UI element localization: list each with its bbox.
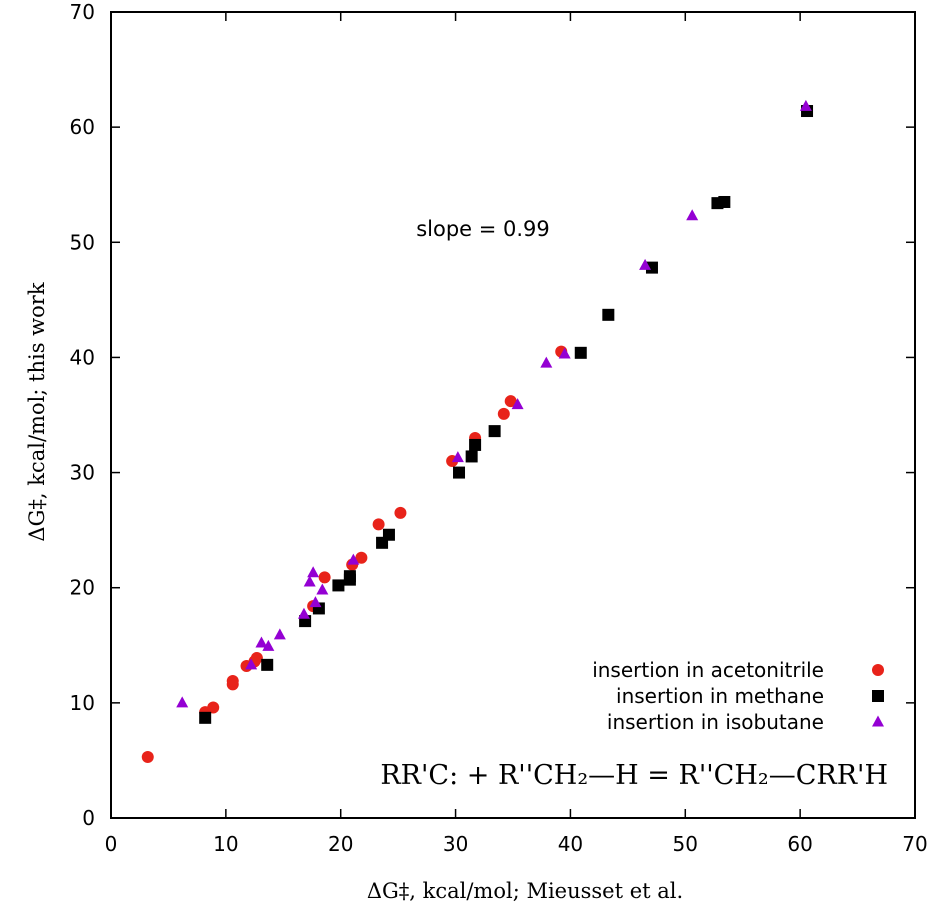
isobutane-point [262, 639, 275, 651]
isobutane-point [297, 607, 310, 619]
acetonitrile-point [141, 750, 154, 763]
methane-point [574, 346, 587, 359]
methane-point [199, 711, 212, 724]
isobutane-point [176, 696, 189, 708]
isobutane-point [245, 658, 258, 670]
isobutane-point [255, 636, 268, 648]
methane-point [469, 438, 482, 451]
legend-label-acetonitrile: insertion in acetonitrile [592, 658, 824, 682]
methane-point [453, 466, 466, 479]
methane-point [332, 579, 345, 592]
isobutane-point [273, 628, 286, 640]
acetonitrile-point [207, 701, 220, 714]
isobutane-point [799, 99, 812, 111]
y-axis-title: ΔG‡, kcal/mol; this work [25, 282, 49, 541]
acetonitrile-point [394, 506, 407, 519]
acetonitrile-point [372, 518, 385, 531]
isobutane-point [558, 347, 571, 359]
acetonitrile-point [226, 674, 239, 687]
x-tick-label: 50 [673, 832, 698, 856]
legend-marker-methane [872, 690, 884, 702]
methane-point [382, 528, 395, 541]
methane-point [465, 450, 478, 463]
isobutane-point [511, 398, 524, 410]
y-tick-label: 50 [70, 230, 95, 254]
y-tick-label: 30 [70, 461, 95, 485]
legend-marker-isobutane [872, 715, 884, 727]
legend-marker-acetonitrile [872, 664, 884, 676]
methane-point [718, 195, 731, 208]
methane-point [488, 425, 501, 438]
methane-point [261, 658, 274, 671]
x-tick-label: 20 [328, 832, 353, 856]
x-tick-label: 60 [787, 832, 812, 856]
isobutane-point [303, 575, 316, 587]
reaction-equation: RR'C: + R''CH₂—H = R''CH₂—CRR'H [380, 760, 888, 791]
x-tick-label: 30 [443, 832, 468, 856]
isobutane-point [347, 553, 360, 565]
acetonitrile-point [497, 407, 510, 420]
y-tick-label: 0 [82, 806, 95, 830]
y-tick-label: 70 [70, 0, 95, 24]
acetonitrile-point [355, 551, 368, 564]
y-tick-label: 20 [70, 576, 95, 600]
x-axis-title: ΔG‡, kcal/mol; Mieusset et al. [367, 879, 683, 903]
annotation-slope: slope = 0.99 [416, 217, 550, 241]
methane-point [602, 308, 615, 321]
x-tick-label: 40 [558, 832, 583, 856]
x-tick-label: 70 [902, 832, 927, 856]
isobutane-point [639, 258, 652, 270]
isobutane-point [316, 583, 329, 595]
methane-point [343, 570, 356, 583]
y-tick-label: 10 [70, 691, 95, 715]
legend-label-methane: insertion in methane [616, 684, 824, 708]
isobutane-point [309, 596, 322, 608]
acetonitrile-point [250, 651, 263, 664]
acetonitrile-point [504, 395, 517, 408]
isobutane-point [540, 356, 553, 368]
isobutane-point [451, 451, 464, 463]
methane-point [645, 261, 658, 274]
data-points [141, 99, 814, 763]
legend-label-isobutane: insertion in isobutane [607, 710, 824, 734]
x-tick-label: 10 [213, 832, 238, 856]
isobutane-point [307, 566, 320, 578]
plot-frame [110, 11, 916, 819]
y-tick-label: 60 [70, 115, 95, 139]
isobutane-point [686, 209, 699, 221]
axis-ticks: 0 10 20 30 40 50 60 70 0 10 20 30 40 50 60 70 [70, 0, 928, 856]
y-tick-label: 40 [70, 345, 95, 369]
acetonitrile-point [318, 571, 331, 584]
x-tick-label: 0 [105, 832, 118, 856]
